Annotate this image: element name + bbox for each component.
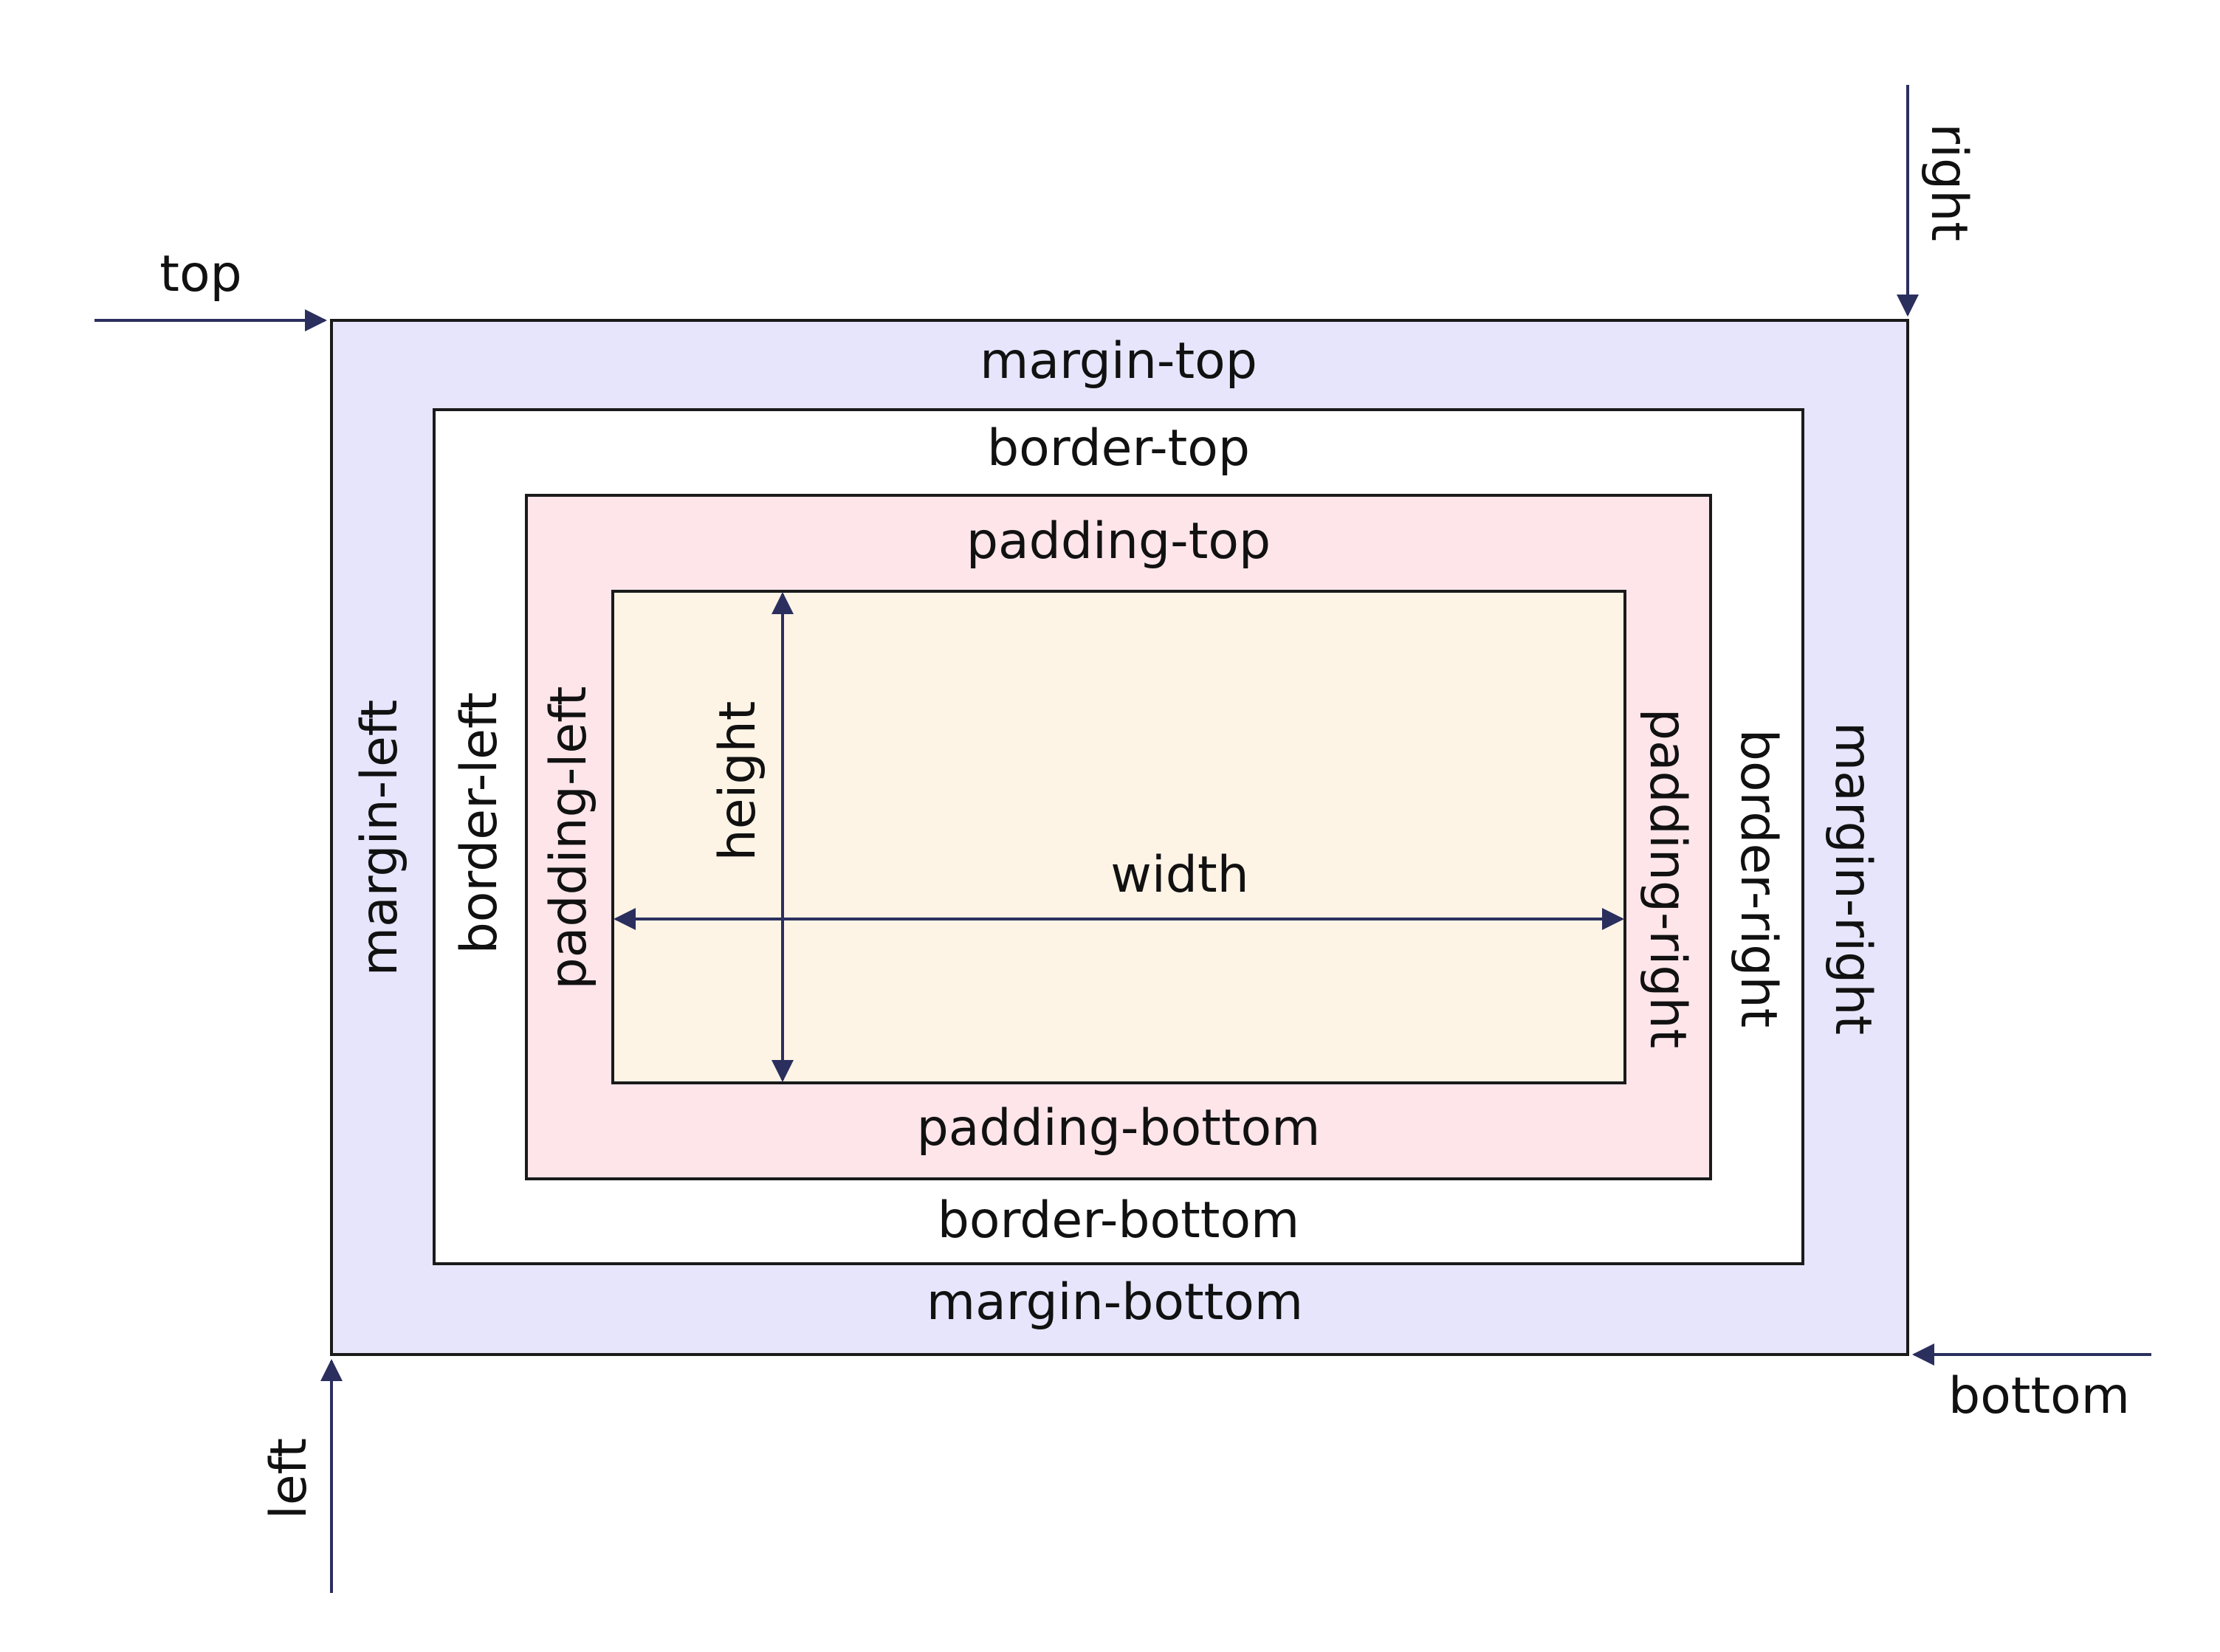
margin-left-label: margin-left <box>351 700 409 977</box>
border-top-label: border-top <box>987 419 1250 478</box>
padding-left-label: padding-left <box>540 686 598 990</box>
border-left-label: border-left <box>450 692 509 954</box>
height-label: height <box>709 701 767 861</box>
width-label: width <box>1110 846 1248 904</box>
margin-right-label: margin-right <box>1824 722 1882 1035</box>
top-label: top <box>159 245 241 303</box>
right-label: right <box>1920 123 1978 241</box>
padding-bottom-label: padding-bottom <box>917 1099 1321 1157</box>
margin-bottom-label: margin-bottom <box>927 1273 1303 1332</box>
border-bottom-label: border-bottom <box>938 1191 1300 1250</box>
bottom-label: bottom <box>1948 1367 2130 1425</box>
left-label: left <box>260 1438 318 1519</box>
margin-top-label: margin-top <box>980 332 1257 390</box>
border-right-label: border-right <box>1729 729 1787 1028</box>
padding-right-label: padding-right <box>1638 709 1697 1049</box>
padding-top-label: padding-top <box>966 512 1271 571</box>
